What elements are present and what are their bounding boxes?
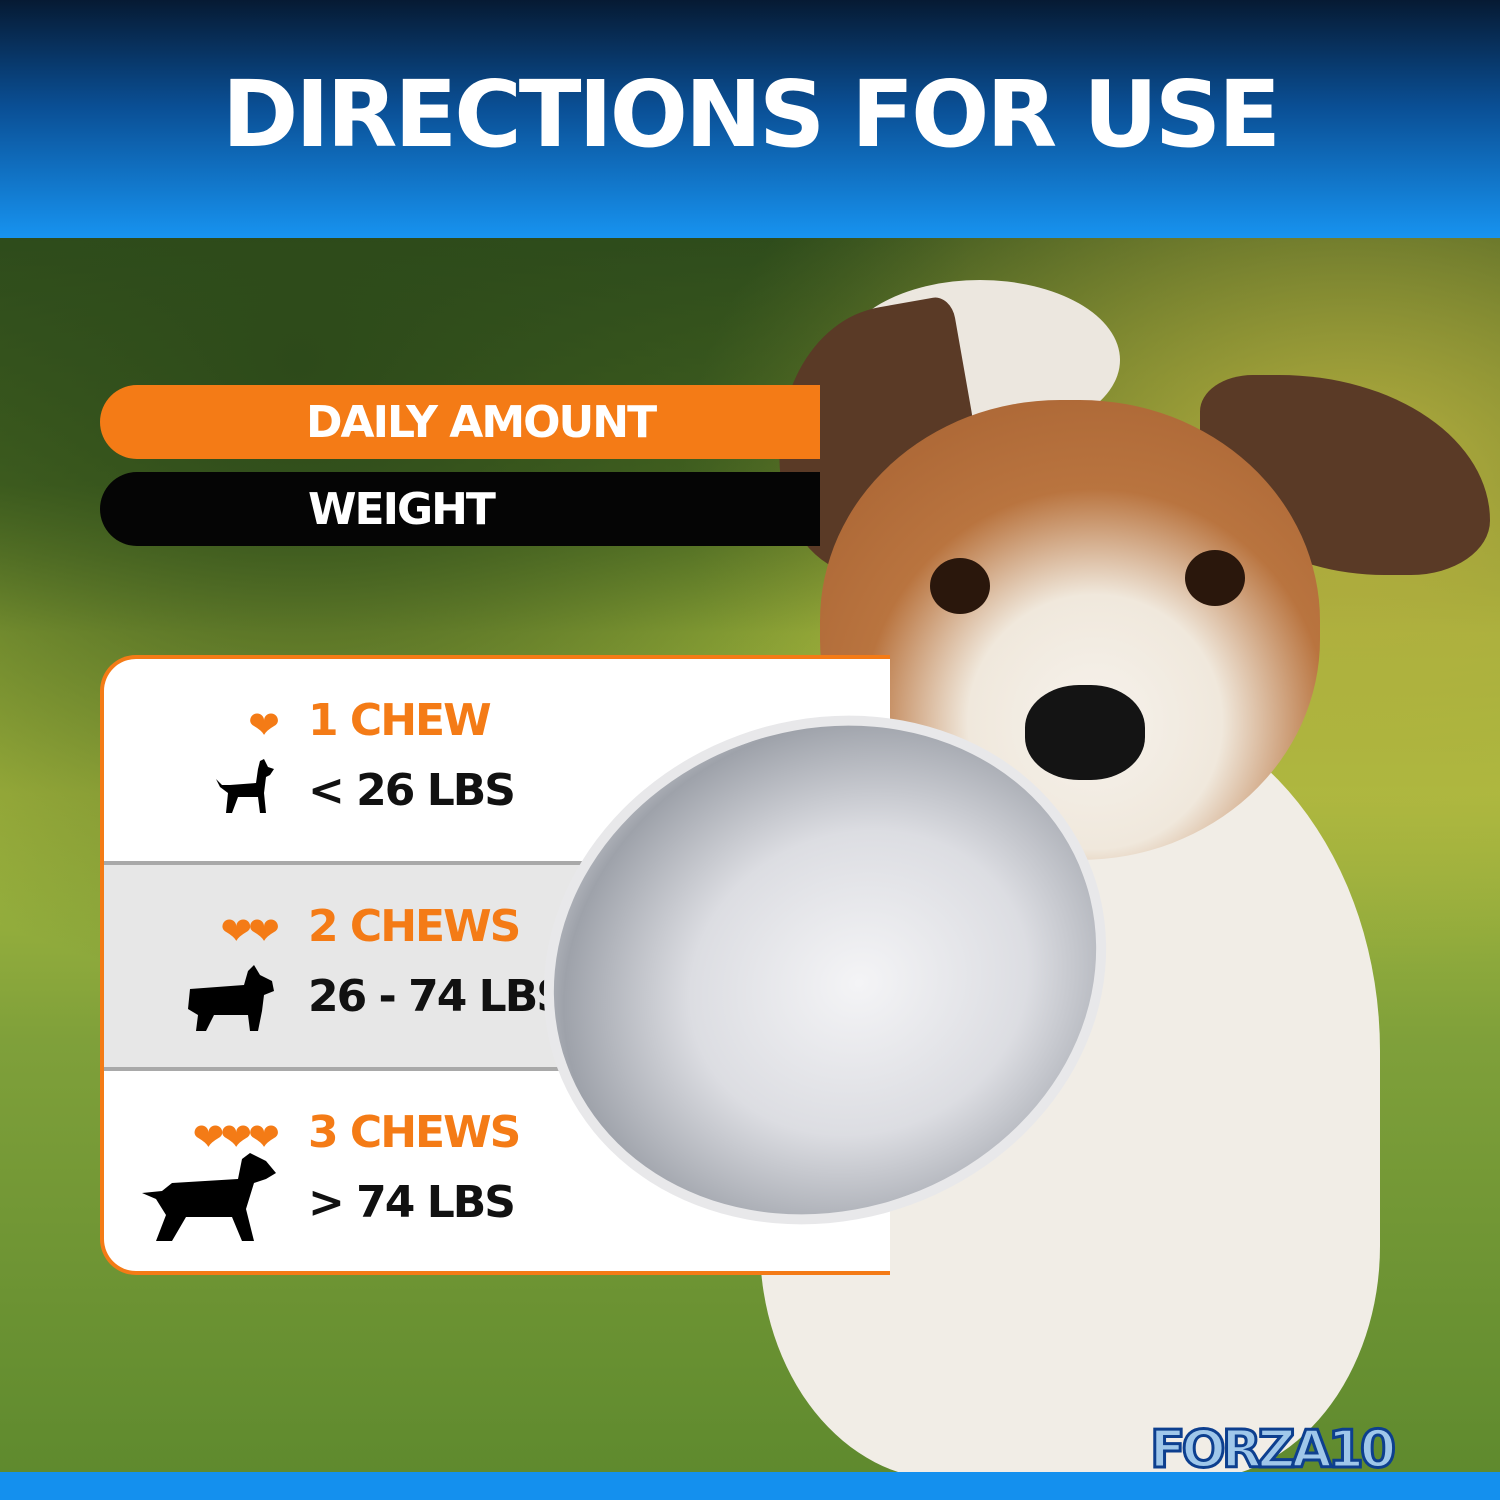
weight-range-text: 26 - 74 LBS: [308, 971, 568, 1022]
daily-amount-text: DAILY AMOUNT: [306, 396, 657, 448]
large-dog-icon: [142, 1153, 276, 1247]
dosage-row: ❤ 1 CHEW < 26 LBS: [104, 659, 890, 865]
amount-text: 2 CHEWS: [308, 901, 521, 952]
weight-label: WEIGHT: [100, 472, 820, 546]
amount-text: 1 CHEW: [308, 695, 492, 746]
weight-text: WEIGHT: [308, 483, 496, 535]
heart-icon: ❤: [248, 703, 280, 747]
amount-text: 3 CHEWS: [308, 1107, 521, 1158]
small-dog-icon: [216, 759, 276, 819]
heart-icon: ❤❤: [220, 909, 280, 953]
medium-dog-icon: [188, 965, 276, 1037]
footer-bar: [0, 1472, 1500, 1500]
forza10-logo: FORZA10: [1148, 1410, 1420, 1490]
weight-range-text: < 26 LBS: [308, 765, 516, 816]
page-title: DIRECTIONS FOR USE: [221, 60, 1281, 168]
header-banner: DIRECTIONS FOR USE: [0, 0, 1500, 238]
dog-eye-left: [930, 558, 990, 614]
daily-amount-label: DAILY AMOUNT: [100, 385, 820, 459]
dog-nose: [1025, 685, 1145, 780]
dog-eye-right: [1185, 550, 1245, 606]
logo-text: FORZA10: [1148, 1419, 1397, 1482]
weight-range-text: > 74 LBS: [308, 1177, 516, 1228]
dosage-row: ❤❤❤ 3 CHEWS > 74 LBS: [104, 1071, 890, 1271]
heart-icon: ❤❤❤: [192, 1115, 280, 1159]
